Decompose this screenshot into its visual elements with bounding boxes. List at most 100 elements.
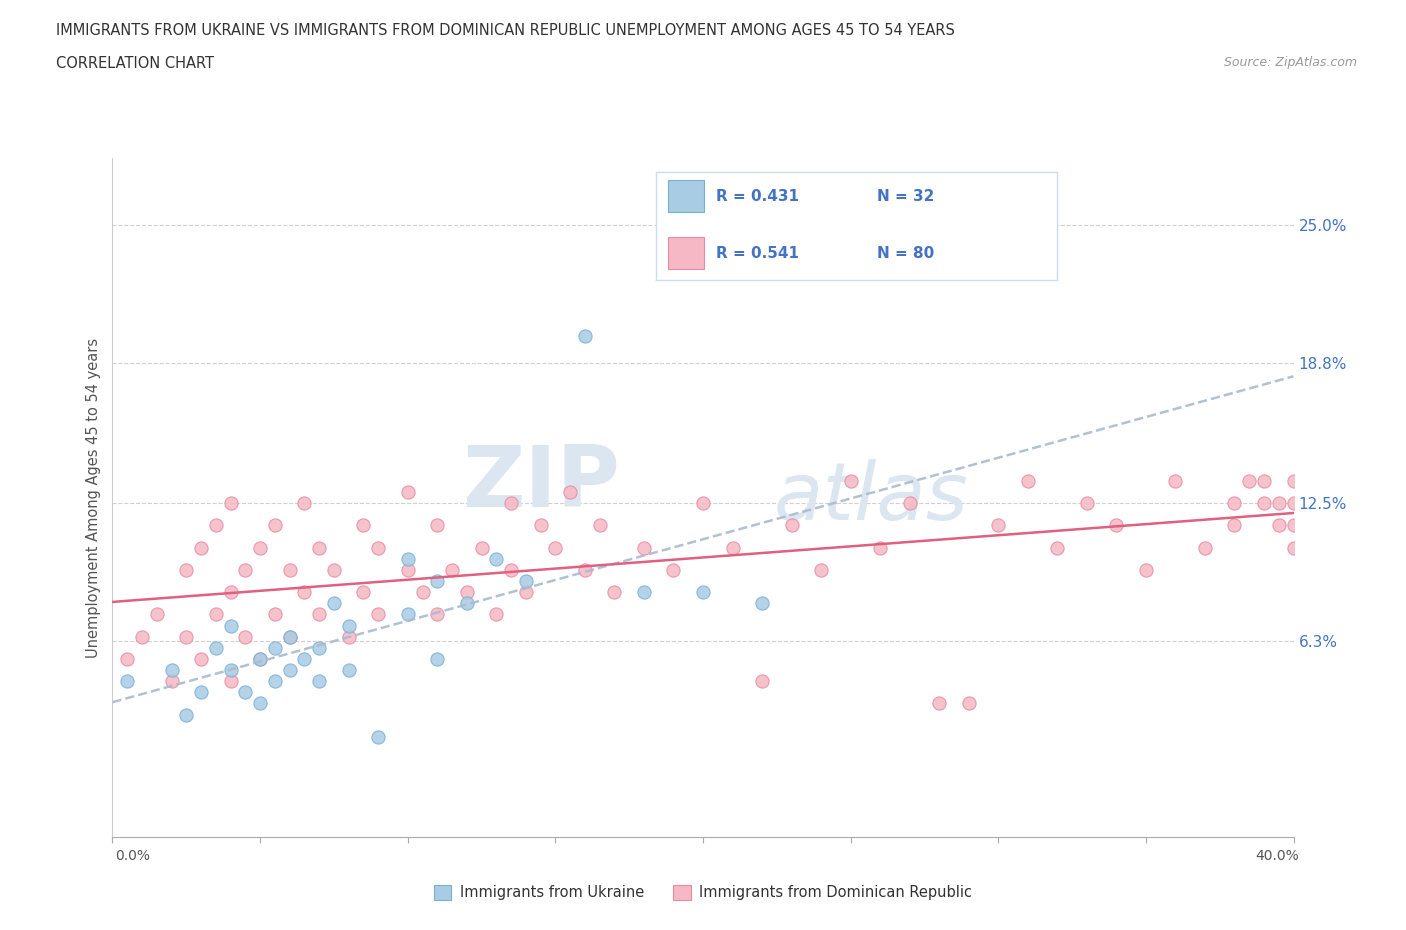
Point (190, 684, 212, 699)
Point (205, 607, 228, 622)
Point (1282, 496, 1305, 511)
Point (780, 518, 803, 533)
Point (249, 540, 271, 555)
Point (233, 563, 256, 578)
Point (751, 673, 773, 688)
Point (1223, 518, 1246, 533)
Point (174, 707, 197, 722)
Point (839, 473, 862, 488)
Point (219, 496, 242, 511)
Point (219, 618, 242, 633)
Point (544, 540, 567, 555)
Point (367, 540, 389, 555)
Point (233, 630, 256, 644)
Point (529, 518, 551, 533)
Point (337, 662, 360, 677)
Point (190, 540, 212, 555)
Point (456, 585, 478, 600)
Text: atlas: atlas (773, 458, 969, 537)
Point (308, 673, 330, 688)
Point (1282, 518, 1305, 533)
Point (470, 540, 494, 555)
Point (174, 630, 197, 644)
Point (603, 585, 626, 600)
Point (692, 496, 714, 511)
Point (264, 641, 287, 656)
Point (751, 596, 773, 611)
Point (1194, 540, 1216, 555)
Point (426, 518, 449, 533)
Point (278, 630, 301, 644)
Point (426, 652, 449, 667)
Point (249, 652, 271, 667)
Text: ZIP: ZIP (463, 443, 620, 525)
Point (574, 328, 596, 343)
Point (278, 563, 301, 578)
Point (278, 630, 301, 644)
Point (337, 630, 360, 644)
Point (292, 585, 315, 600)
Point (131, 630, 153, 644)
Point (160, 673, 183, 688)
Point (264, 607, 287, 622)
Point (292, 652, 315, 667)
Point (160, 662, 183, 677)
Point (515, 574, 537, 589)
Point (205, 641, 228, 656)
Point (308, 540, 330, 555)
Point (323, 596, 346, 611)
Point (633, 585, 655, 600)
Point (1253, 473, 1275, 488)
Point (367, 607, 389, 622)
Text: 0.0%: 0.0% (115, 849, 150, 863)
Point (264, 518, 287, 533)
Point (1253, 496, 1275, 511)
Text: CORRELATION CHART: CORRELATION CHART (56, 56, 214, 71)
Point (396, 563, 419, 578)
Point (1135, 563, 1157, 578)
Point (308, 607, 330, 622)
Point (1282, 540, 1305, 555)
Point (501, 563, 523, 578)
Point (1239, 473, 1261, 488)
Text: 40.0%: 40.0% (1256, 849, 1299, 863)
Point (1017, 473, 1039, 488)
Point (928, 696, 950, 711)
Point (485, 551, 508, 566)
Point (249, 652, 271, 667)
Text: IMMIGRANTS FROM UKRAINE VS IMMIGRANTS FROM DOMINICAN REPUBLIC UNEMPLOYMENT AMONG: IMMIGRANTS FROM UKRAINE VS IMMIGRANTS FR… (56, 23, 955, 38)
Point (117, 652, 138, 667)
Point (426, 607, 449, 622)
Point (515, 585, 537, 600)
Point (219, 585, 242, 600)
Point (1268, 518, 1291, 533)
Point (426, 574, 449, 589)
Point (219, 673, 242, 688)
Point (278, 662, 301, 677)
Legend: Immigrants from Ukraine, Immigrants from Dominican Republic: Immigrants from Ukraine, Immigrants from… (427, 879, 979, 907)
Point (574, 563, 596, 578)
Point (898, 496, 921, 511)
Point (1076, 496, 1098, 511)
Point (117, 673, 138, 688)
Point (411, 585, 433, 600)
Point (1164, 473, 1187, 488)
Point (396, 607, 419, 622)
Point (1223, 496, 1246, 511)
Point (308, 641, 330, 656)
Point (662, 563, 685, 578)
Point (292, 496, 315, 511)
Point (219, 662, 242, 677)
Point (721, 540, 744, 555)
Text: Source: ZipAtlas.com: Source: ZipAtlas.com (1223, 56, 1357, 69)
Point (501, 496, 523, 511)
Point (367, 729, 389, 744)
Point (190, 652, 212, 667)
Point (588, 518, 610, 533)
Point (869, 540, 891, 555)
Point (1105, 518, 1128, 533)
Y-axis label: Unemployment Among Ages 45 to 54 years: Unemployment Among Ages 45 to 54 years (86, 338, 101, 658)
Point (323, 563, 346, 578)
Point (485, 607, 508, 622)
Point (205, 518, 228, 533)
